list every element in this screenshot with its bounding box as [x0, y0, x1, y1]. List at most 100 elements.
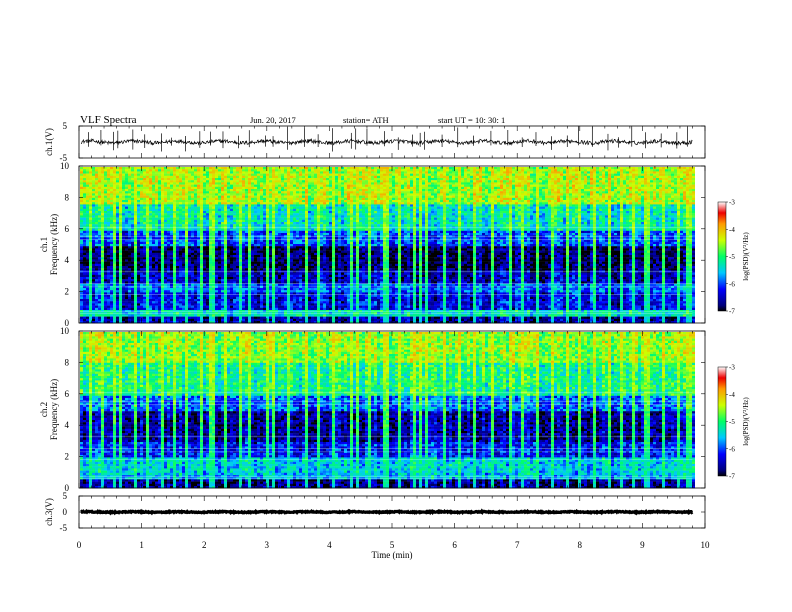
spectrogram-cell: [188, 281, 191, 283]
spectrogram-cell: [212, 209, 215, 211]
spectrogram-cell: [122, 180, 125, 182]
spectrogram-cell: [95, 198, 98, 200]
spectrogram-cell: [248, 187, 251, 189]
spectrogram-cell: [248, 220, 251, 222]
spectrogram-cell: [248, 180, 251, 182]
spectrogram-cell: [152, 253, 155, 255]
spectrogram-cell: [116, 275, 119, 277]
spectrogram-cell: [284, 169, 287, 171]
spectrogram-cell: [140, 193, 143, 195]
spectrogram-cell: [80, 277, 83, 279]
spectrogram-cell: [179, 171, 182, 173]
spectrogram-cell: [245, 251, 248, 253]
spectrogram-cell: [200, 255, 203, 257]
spectrogram-cell: [233, 251, 236, 253]
spectrogram-cell: [224, 264, 227, 266]
spectrogram-cell: [83, 288, 86, 290]
spectrogram-cell: [272, 207, 275, 209]
spectrogram-cell: [203, 213, 206, 215]
spectrogram-cell: [188, 231, 191, 233]
spectrogram-cell: [119, 281, 122, 283]
spectrogram-cell: [83, 253, 86, 255]
spectrogram-cell: [251, 277, 254, 279]
spectrogram-cell: [134, 319, 137, 321]
spectrogram-cell: [119, 299, 122, 301]
spectrogram-cell: [206, 319, 209, 321]
spectrogram-cell: [119, 297, 122, 299]
spectrogram-cell: [218, 244, 221, 246]
spectrogram-cell: [89, 211, 92, 213]
spectrogram-cell: [257, 281, 260, 283]
spectrogram-cell: [263, 248, 266, 250]
spectrogram-cell: [266, 251, 269, 253]
spectrogram-cell: [278, 198, 281, 200]
ch1-spectrogram-panel: 0246810ch.1 Frequency (kHz): [39, 161, 705, 328]
spectrogram-cell: [230, 211, 233, 213]
spectrogram-cell: [242, 314, 245, 316]
spectrogram-cell: [131, 231, 134, 233]
spectrogram-cell: [257, 248, 260, 250]
spectrogram-cell: [188, 303, 191, 305]
spectrogram-cell: [122, 281, 125, 283]
spectrogram-cell: [242, 275, 245, 277]
spectrogram-cell: [122, 176, 125, 178]
spectrogram-cell: [89, 277, 92, 279]
spectrogram-cell: [266, 182, 269, 184]
spectrogram-cell: [257, 257, 260, 259]
spectrogram-cell: [188, 193, 191, 195]
spectrogram-cell: [134, 259, 137, 261]
spectrogram-cell: [257, 167, 260, 169]
spectrogram-cell: [110, 308, 113, 310]
spectrogram-cell: [230, 246, 233, 248]
spectrogram-cell: [233, 279, 236, 281]
spectrogram-cell: [248, 222, 251, 224]
spectrogram-cell: [176, 244, 179, 246]
spectrogram-cell: [272, 314, 275, 316]
spectrogram-cell: [263, 317, 266, 319]
spectrogram-cell: [152, 273, 155, 275]
spectrogram-cell: [149, 303, 152, 305]
spectrogram-cell: [95, 215, 98, 217]
spectrogram-cell: [245, 207, 248, 209]
spectrogram-cell: [227, 319, 230, 321]
spectrogram-cell: [86, 259, 89, 261]
spectrogram-cell: [224, 207, 227, 209]
spectrogram-cell: [179, 211, 182, 213]
spectrogram-cell: [236, 207, 239, 209]
spectrogram-cell: [107, 196, 110, 198]
spectrogram-cell: [86, 275, 89, 277]
spectrogram-cell: [269, 299, 272, 301]
spectrogram-cell: [194, 262, 197, 264]
spectrogram-cell: [80, 253, 83, 255]
spectrogram-cell: [137, 237, 140, 239]
spectrogram-cell: [98, 253, 101, 255]
spectrogram-cell: [248, 189, 251, 191]
spectrogram-cell: [182, 222, 185, 224]
spectrogram-cell: [164, 200, 167, 202]
spectrogram-cell: [236, 187, 239, 189]
spectrogram-cell: [83, 319, 86, 321]
spectrogram-cell: [161, 306, 164, 308]
spectrogram-cell: [101, 171, 104, 173]
spectrogram-cell: [173, 275, 176, 277]
spectrogram-cell: [107, 218, 110, 220]
spectrogram-cell: [131, 314, 134, 316]
spectrogram-cell: [233, 303, 236, 305]
spectrogram-cell: [212, 229, 215, 231]
spectrogram-cell: [194, 253, 197, 255]
spectrogram-cell: [212, 290, 215, 292]
spectrogram-cell: [206, 209, 209, 211]
spectrogram-cell: [128, 299, 131, 301]
spectrogram-cell: [92, 178, 95, 180]
spectrogram-cell: [128, 182, 131, 184]
spectrogram-cell: [176, 303, 179, 305]
spectrogram-cell: [248, 319, 251, 321]
spectrogram-cell: [131, 224, 134, 226]
spectrogram-cell: [194, 180, 197, 182]
spectrogram-cell: [98, 270, 101, 272]
spectrogram-cell: [122, 215, 125, 217]
spectrogram-cell: [188, 266, 191, 268]
spectrogram-cell: [209, 303, 212, 305]
spectrogram-cell: [224, 246, 227, 248]
spectrogram-cell: [122, 182, 125, 184]
